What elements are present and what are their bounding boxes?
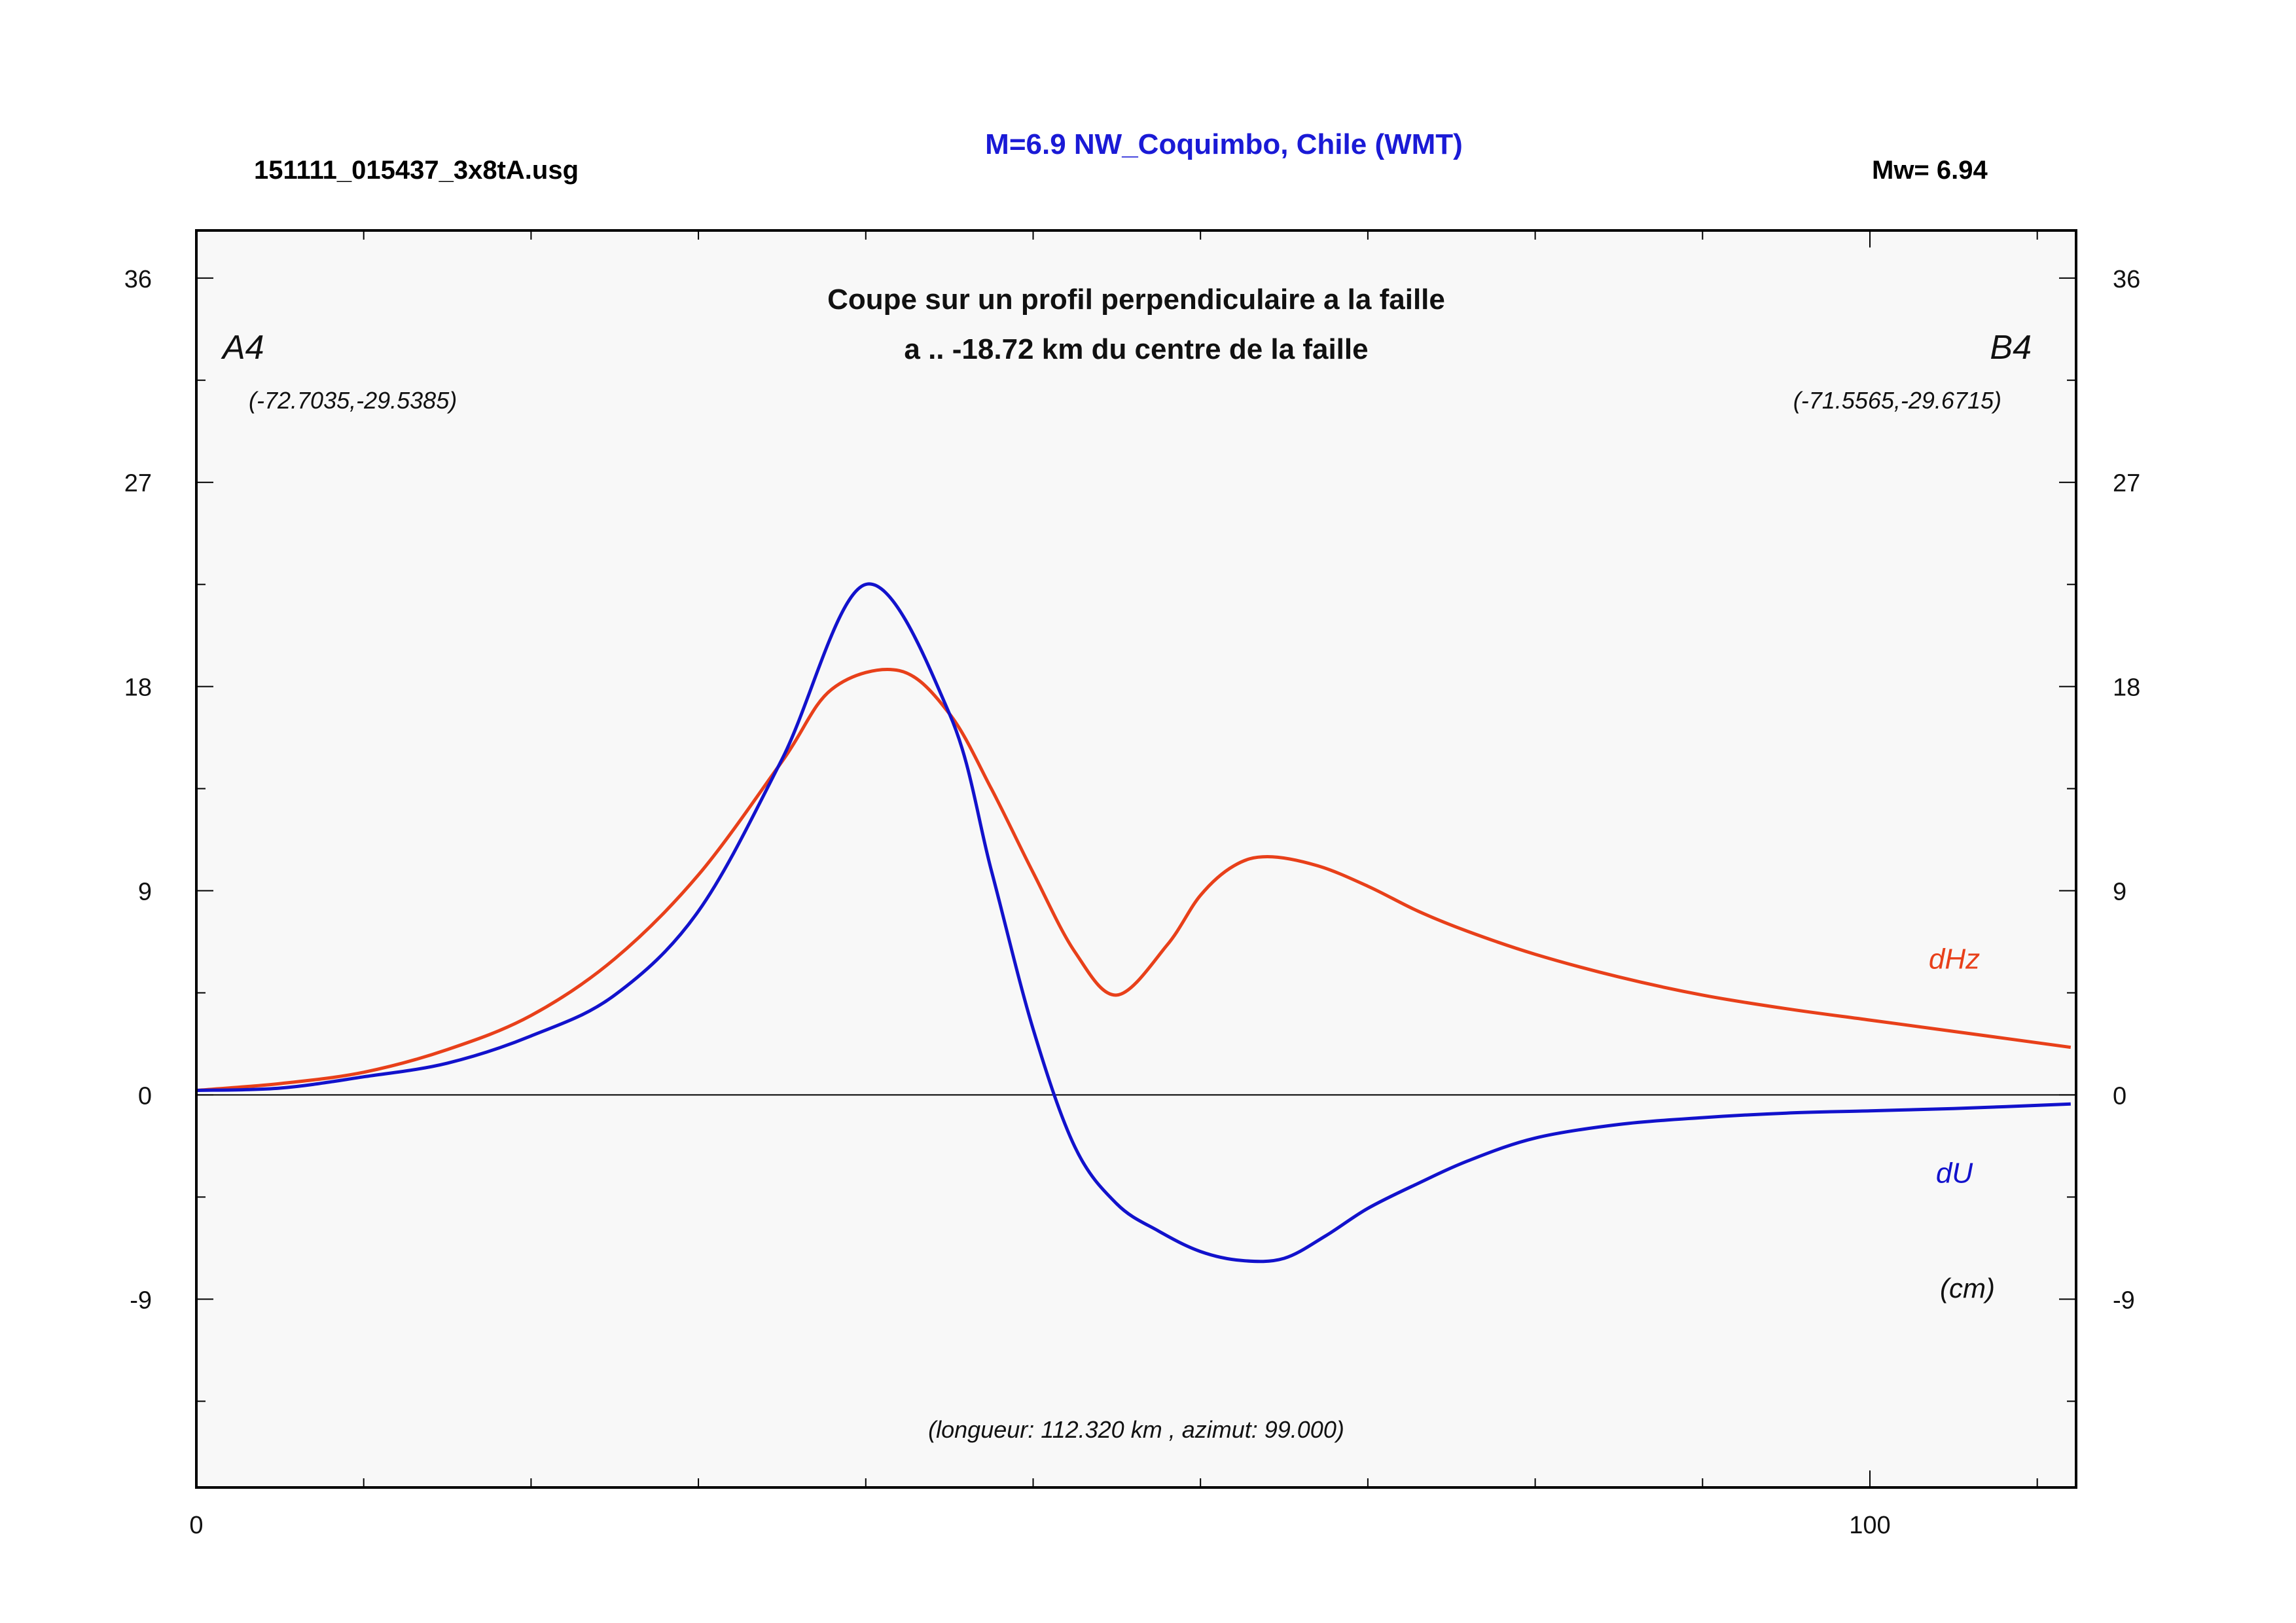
y-tick-label-left: 27 <box>124 470 152 498</box>
point-b-coords: (-71.5565,-29.6715) <box>1793 387 2001 414</box>
axis-ticks <box>196 230 2076 1487</box>
y-tick-label-right: -9 <box>2113 1286 2135 1314</box>
y-tick-label-right: 9 <box>2113 879 2126 906</box>
unit-label: (cm) <box>1940 1273 1995 1304</box>
y-tick-label-left: -9 <box>130 1286 152 1314</box>
plot-area <box>196 230 2076 1487</box>
series-label-dhz: dHz <box>1929 943 1980 976</box>
magnitude-label: Mw= 6.94 <box>1872 156 1988 185</box>
x-tick-label: 100 <box>1849 1512 1890 1539</box>
x-tick-label: 0 <box>189 1512 203 1539</box>
plot-subtitle-line2: a .. -18.72 km du centre de la faille <box>904 333 1368 365</box>
length-azimuth-note: (longueur: 112.320 km , azimut: 99.000) <box>928 1416 1344 1443</box>
y-tick-label-left: 9 <box>138 879 152 906</box>
y-tick-label-left: 0 <box>138 1082 152 1110</box>
point-b-label: B4 <box>1990 329 2032 367</box>
plot-subtitle-line1: Coupe sur un profil perpendiculaire a la… <box>827 283 1445 316</box>
y-tick-label-right: 36 <box>2113 266 2140 293</box>
plot-frame <box>195 229 2077 1489</box>
y-tick-label-left: 18 <box>124 674 152 702</box>
series-line-du <box>196 582 2071 1264</box>
y-tick-label-right: 27 <box>2113 470 2140 498</box>
axis-labels: -9 -9 0 0 9 9 18 18 27 27 36 36 0 100 dHz dU <box>124 266 2141 1539</box>
point-a-label: A4 <box>221 329 264 367</box>
y-tick-label-right: 18 <box>2113 674 2140 702</box>
series-line-dhz <box>196 668 2072 1092</box>
point-a-coords: (-72.7035,-29.5385) <box>249 387 457 414</box>
series-layer <box>196 582 2072 1264</box>
series-label-du: dU <box>1936 1157 1973 1189</box>
file-name-label: 151111_015437_3x8tA.usg <box>254 156 579 185</box>
event-title: M=6.9 NW_Coquimbo, Chile (WMT) <box>985 128 1463 160</box>
y-tick-label-left: 36 <box>124 266 152 293</box>
y-tick-label-right: 0 <box>2113 1082 2126 1110</box>
